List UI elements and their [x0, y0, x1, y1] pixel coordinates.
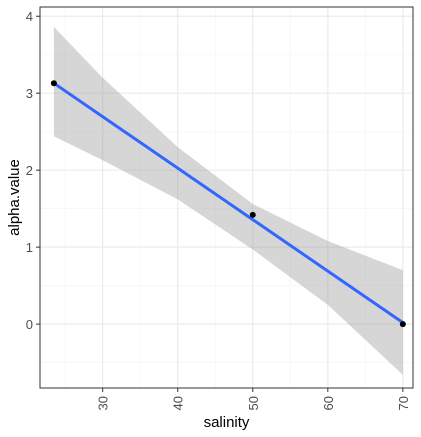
data-point: [249, 211, 256, 218]
y-axis-title: alpha.value: [6, 159, 23, 236]
x-axis-title: salinity: [204, 414, 250, 431]
x-axis-ticks: 30 40 50 60 70: [96, 388, 411, 410]
x-tick-label: 30: [96, 396, 111, 410]
y-tick-label: 1: [26, 240, 33, 255]
x-tick-label: 50: [246, 396, 261, 410]
grid-major-lines: [40, 7, 413, 388]
x-tick-label: 40: [171, 396, 186, 410]
data-points: [50, 80, 406, 328]
y-axis-ticks: 0 1 2 3 4: [26, 9, 40, 332]
x-tick-label: 70: [396, 396, 411, 410]
regression-line: [53, 81, 404, 324]
y-tick-label: 3: [26, 86, 33, 101]
x-tick-label: 60: [321, 396, 336, 410]
panel-border: [39, 6, 414, 389]
confidence-ribbon: [53, 27, 403, 375]
y-tick-label: 4: [26, 9, 33, 24]
data-point: [399, 321, 406, 328]
y-tick-label: 0: [26, 317, 33, 332]
data-point: [50, 80, 57, 87]
y-tick-label: 2: [26, 163, 33, 178]
